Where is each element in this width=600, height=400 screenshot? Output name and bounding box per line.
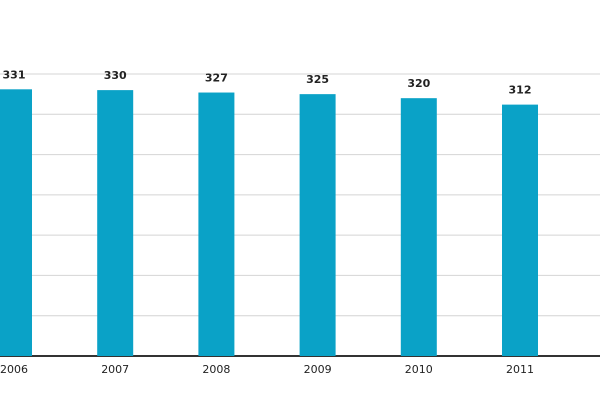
bar — [299, 94, 336, 357]
bar — [198, 92, 235, 356]
x-tick-label: 2010 — [405, 363, 433, 376]
x-tick-label: 2008 — [202, 363, 230, 376]
bar — [97, 90, 134, 356]
bar — [502, 104, 538, 356]
bar — [0, 89, 32, 357]
x-tick-label: 2011 — [506, 363, 534, 376]
data-label: 330 — [104, 69, 127, 82]
data-label: 327 — [205, 72, 228, 85]
x-tick-label: 2006 — [0, 363, 28, 376]
data-label: 325 — [306, 73, 329, 86]
x-tick-label: 2007 — [101, 363, 129, 376]
bar — [400, 98, 437, 357]
data-label: 331 — [3, 68, 26, 81]
data-label: 320 — [407, 77, 430, 90]
data-label: 312 — [509, 84, 532, 97]
x-tick-label: 2009 — [304, 363, 332, 376]
